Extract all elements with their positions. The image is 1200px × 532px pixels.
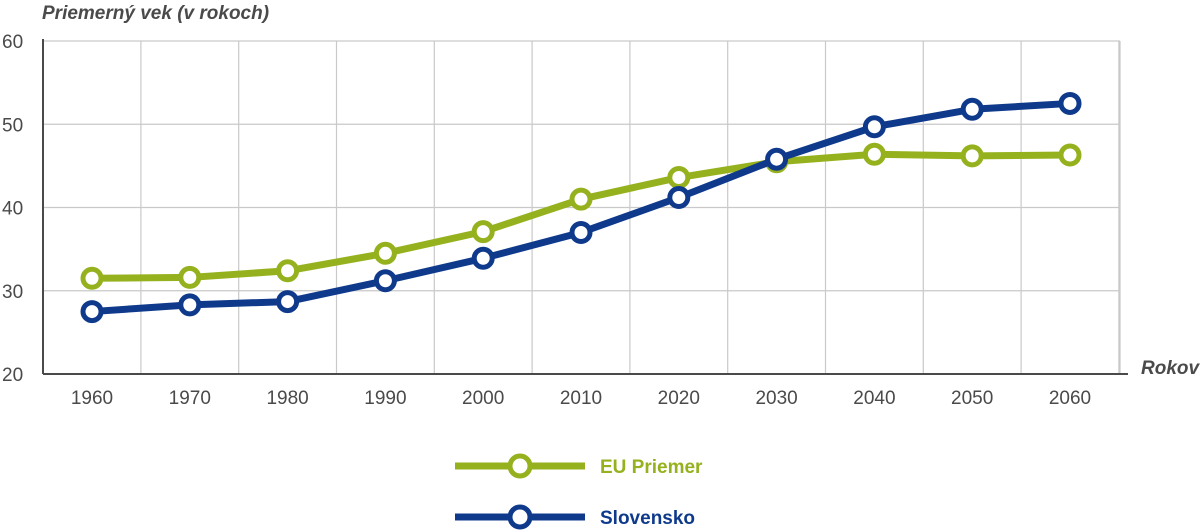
data-point-sk (373, 269, 397, 293)
data-point-sk (276, 290, 300, 314)
data-point-eu (80, 266, 104, 290)
x-tick-label: 1980 (266, 388, 308, 409)
x-tick-labels: 1960 1970 1980 1990 2000 2010 2020 2030 2040 2050… (71, 388, 1091, 409)
x-tick-label: 2020 (658, 388, 700, 409)
x-tick-label: 1990 (364, 388, 406, 409)
series-group (80, 91, 1082, 324)
x-tick-label: 2060 (1049, 388, 1091, 409)
x-tick-label: 2010 (560, 388, 602, 409)
legend-label-sk: Slovensko (600, 508, 695, 529)
data-point-sk (1058, 91, 1082, 115)
x-tick-label: 2030 (755, 388, 797, 409)
y-axis-title: Priemerný vek (v rokoch) (42, 3, 269, 24)
data-point-sk (667, 186, 691, 210)
data-point-sk (765, 147, 789, 171)
data-point-eu (373, 241, 397, 265)
x-tick-label: 2050 (951, 388, 993, 409)
y-tick-label: 30 (2, 282, 23, 303)
legend-label-eu: EU Priemer (600, 457, 703, 478)
data-point-eu (276, 259, 300, 283)
y-tick-label: 50 (2, 115, 23, 136)
data-point-sk (178, 293, 202, 317)
x-tick-label: 1970 (169, 388, 211, 409)
y-tick-label: 60 (2, 32, 23, 53)
x-tick-label: 2040 (853, 388, 895, 409)
legend-marker-eu (507, 453, 533, 479)
data-point-eu (960, 144, 984, 168)
data-point-sk (960, 97, 984, 121)
data-point-eu (569, 187, 593, 211)
y-tick-labels: 20 30 40 50 60 (2, 32, 23, 386)
data-point-sk (471, 246, 495, 270)
data-point-eu (471, 220, 495, 244)
axes (42, 39, 1128, 375)
data-point-sk (80, 300, 104, 324)
x-tick-label: 2000 (462, 388, 504, 409)
data-point-eu (667, 166, 691, 190)
data-point-sk (569, 220, 593, 244)
y-tick-label: 40 (2, 199, 23, 220)
y-tick-label: 20 (2, 365, 23, 386)
x-tick-label: 1960 (71, 388, 113, 409)
data-point-eu (178, 265, 202, 289)
legend: EU Priemer Slovensko (455, 453, 703, 530)
x-axis-title: Rokov (1141, 358, 1200, 379)
legend-marker-sk (507, 504, 533, 530)
data-point-eu (862, 142, 886, 166)
data-point-sk (862, 115, 886, 139)
data-point-eu (1058, 143, 1082, 167)
